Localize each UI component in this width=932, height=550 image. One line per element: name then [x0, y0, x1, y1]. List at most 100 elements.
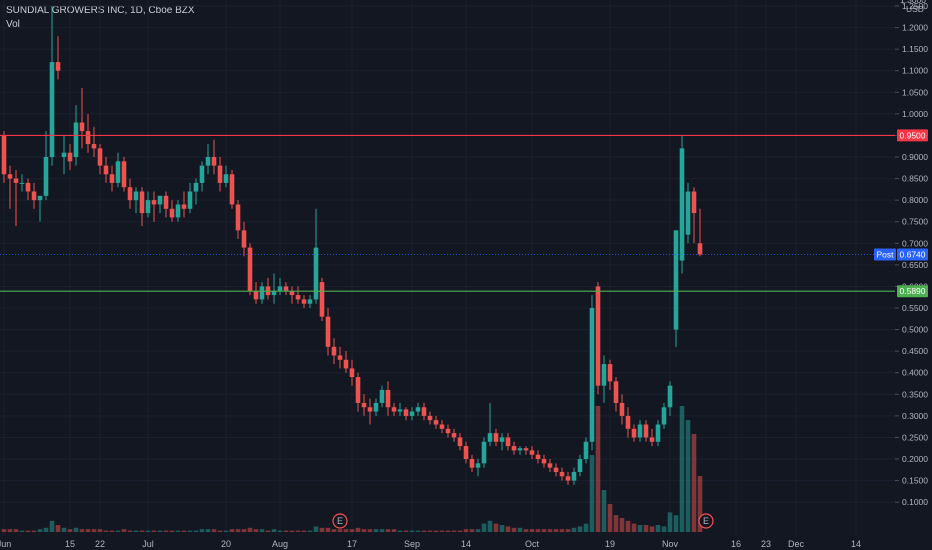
- volume-bar: [241, 529, 247, 532]
- volume-bar: [457, 530, 463, 532]
- candle-body: [691, 191, 697, 214]
- candle-body: [241, 230, 247, 248]
- candle-body: [187, 191, 193, 209]
- earnings-marker-label: E: [703, 516, 709, 526]
- candle-body: [121, 161, 127, 188]
- candle-body: [247, 247, 253, 291]
- volume-bar: [373, 529, 379, 532]
- candle-body: [481, 441, 487, 464]
- candle-body: [457, 437, 463, 447]
- volume-bar: [625, 520, 631, 532]
- volume-bar: [43, 527, 49, 532]
- volume-bar: [415, 530, 421, 532]
- volume-bar: [379, 529, 385, 532]
- candle-body: [259, 286, 265, 300]
- candle-body: [61, 152, 67, 158]
- candle-body: [577, 459, 583, 472]
- volume-bar: [493, 523, 499, 532]
- price-tick-label: 0.5000: [902, 325, 928, 335]
- candle-body: [487, 433, 493, 442]
- candle-body: [613, 381, 619, 403]
- volume-bar: [511, 527, 517, 532]
- volume-bar: [277, 530, 283, 532]
- candle-body: [667, 385, 673, 408]
- candle-body: [169, 208, 175, 218]
- candle-body: [415, 407, 421, 412]
- volume-bar: [199, 529, 205, 532]
- candle-body: [367, 407, 373, 412]
- candle-body: [55, 62, 61, 71]
- volume-bar: [157, 530, 163, 532]
- candle-body: [115, 161, 121, 183]
- candle-body: [1, 135, 7, 175]
- price-tick-label: 1.3000: [900, 0, 926, 5]
- time-tick-label: 19: [605, 539, 615, 549]
- volume-bar: [571, 527, 577, 532]
- volume-bar: [481, 523, 487, 532]
- candle-body: [397, 409, 403, 412]
- volume-bar: [205, 529, 211, 532]
- volume-bar: [535, 529, 541, 532]
- time-axis[interactable]: Jun 15 22 Jul 20 Aug 17 Sep 14 Oct 19 Nov 16 23 Dec 14: [0, 536, 932, 550]
- time-tick-label: Jul: [142, 539, 154, 549]
- candle-body: [541, 459, 547, 464]
- volume-bar: [103, 530, 109, 532]
- candle-body: [661, 407, 667, 425]
- candle-body: [505, 437, 511, 447]
- time-tick-label: Oct: [525, 539, 540, 549]
- volume-bar: [247, 527, 253, 532]
- candle-body: [193, 182, 199, 192]
- price-tick-label: 0.3500: [902, 389, 928, 399]
- candle-body: [67, 152, 73, 162]
- volume-bar: [115, 530, 121, 532]
- volume-bar: [319, 527, 325, 532]
- volume-bar: [313, 526, 319, 532]
- volume-bar: [367, 529, 373, 532]
- volume-bar: [289, 530, 295, 532]
- candle-body: [295, 295, 301, 300]
- level-lines: [0, 134, 895, 292]
- candle-body: [85, 131, 91, 145]
- price-tick-label: 0.4000: [902, 368, 928, 378]
- volume-bar: [325, 527, 331, 532]
- time-tick-label: 15: [65, 539, 75, 549]
- volume-bar: [7, 529, 13, 532]
- candle-body: [127, 187, 133, 201]
- candle-body: [469, 459, 475, 468]
- volume-bar: [469, 529, 475, 532]
- time-tick-label: Aug: [272, 539, 288, 549]
- volume-bar: [601, 490, 607, 532]
- candle-body: [601, 364, 607, 386]
- candle-body: [409, 411, 415, 416]
- candle-body: [679, 148, 685, 261]
- volume-bar: [529, 529, 535, 532]
- post-badge-label: Post: [876, 250, 894, 260]
- candle-body: [337, 355, 343, 360]
- candle-body: [133, 191, 139, 201]
- candle-body: [91, 144, 97, 149]
- volume-bar: [385, 529, 391, 532]
- candle-body: [673, 230, 679, 330]
- candle-body: [73, 122, 79, 158]
- volume-bar: [79, 529, 85, 532]
- volume-bar: [55, 525, 61, 532]
- volume-bar: [283, 530, 289, 532]
- volume-bar: [163, 530, 169, 532]
- time-tick-label: 23: [761, 539, 771, 549]
- candle-body: [391, 407, 397, 412]
- price-tick-label: 1.2500: [902, 1, 928, 11]
- candle-body: [499, 437, 505, 442]
- time-tick-label: 14: [851, 539, 861, 549]
- earnings-marker-label: E: [337, 516, 343, 526]
- volume-bar: [73, 527, 79, 532]
- candle-body: [493, 433, 499, 442]
- candle-body: [583, 441, 589, 460]
- candle-body: [223, 174, 229, 183]
- volume-bar: [31, 530, 37, 532]
- volume-bar: [85, 529, 91, 532]
- candle-body: [289, 290, 295, 296]
- volume-bar: [517, 527, 523, 532]
